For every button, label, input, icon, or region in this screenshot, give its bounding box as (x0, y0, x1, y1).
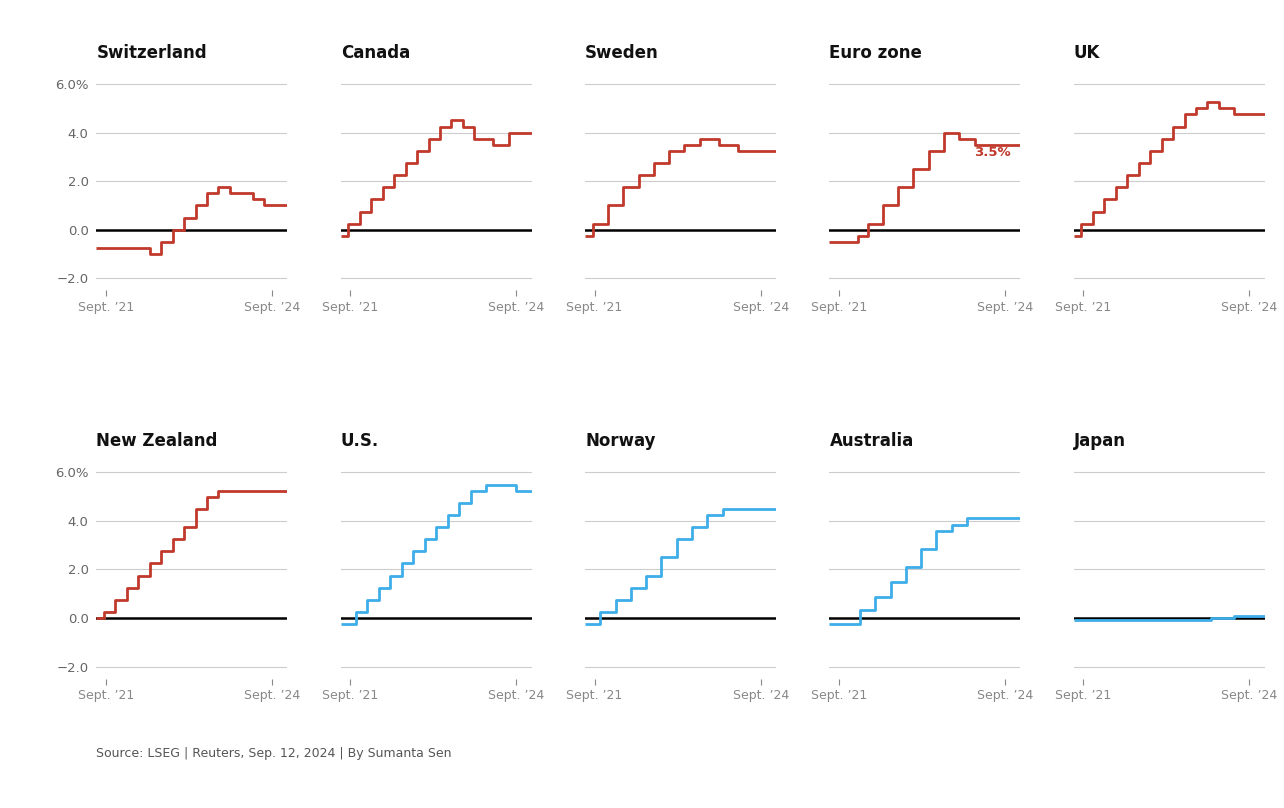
Text: Canada: Canada (340, 44, 410, 61)
Text: Norway: Norway (586, 432, 656, 450)
Text: New Zealand: New Zealand (96, 432, 218, 450)
Text: Australia: Australia (829, 432, 914, 450)
Text: Switzerland: Switzerland (96, 44, 207, 61)
Text: UK: UK (1073, 44, 1100, 61)
Text: Source: LSEG | Reuters, Sep. 12, 2024 | By Sumanta Sen: Source: LSEG | Reuters, Sep. 12, 2024 | … (96, 747, 452, 760)
Text: Japan: Japan (1073, 432, 1126, 450)
Text: 3.5%: 3.5% (975, 145, 1012, 158)
Text: U.S.: U.S. (340, 432, 379, 450)
Text: Sweden: Sweden (586, 44, 659, 61)
Text: Euro zone: Euro zone (829, 44, 922, 61)
